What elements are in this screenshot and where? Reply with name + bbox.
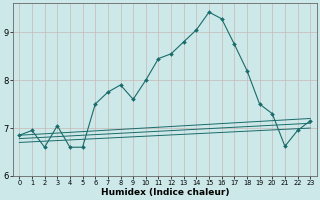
X-axis label: Humidex (Indice chaleur): Humidex (Indice chaleur): [100, 188, 229, 197]
